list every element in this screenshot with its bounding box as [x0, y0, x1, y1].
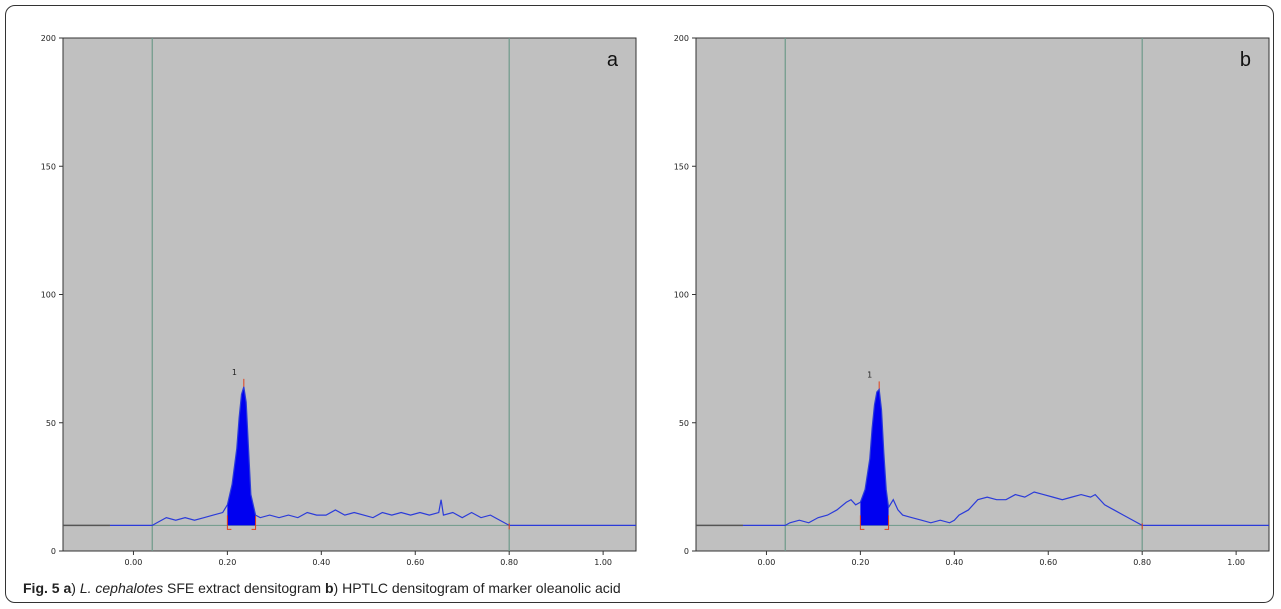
y-tick-label: 200 [674, 34, 689, 43]
y-tick-label: 0 [51, 547, 56, 556]
x-tick-label: 0.00 [758, 558, 776, 567]
caption-b-paren: ) [333, 580, 343, 596]
x-tick-label: 0.60 [406, 558, 424, 567]
caption-a-text: SFE extract densitogram [163, 580, 325, 596]
densitogram-trace [109, 386, 636, 526]
x-tick-label: 0.20 [218, 558, 236, 567]
peak-bound-marker [226, 515, 232, 530]
x-tick-label: 0.40 [945, 558, 963, 567]
y-tick-label: 50 [679, 419, 689, 428]
y-tick-label: 150 [674, 162, 689, 171]
densitogram-panel-a: 0 50 100 150 200 0.00 0.20 0.40 0.60 0.80 1.00 1 a [41, 34, 637, 567]
y-tick-label: 100 [41, 291, 56, 300]
peak-number-label: 1 [232, 368, 237, 377]
densitogram-trace [742, 388, 1269, 526]
figure-caption: Fig. 5 a) L. cephalotes SFE extract dens… [23, 580, 621, 596]
peak-number-label: 1 [867, 370, 872, 379]
x-tick-label: 0.80 [500, 558, 518, 567]
y-tick-label: 150 [41, 162, 56, 171]
x-tick-label: 0.00 [125, 558, 143, 567]
caption-b-letter: b [324, 580, 334, 596]
caption-fig-label: Fig. 5 [23, 580, 60, 596]
y-tick-label: 200 [41, 34, 56, 43]
caption-a-paren: ) [71, 580, 80, 596]
x-tick-label: 1.00 [594, 558, 612, 567]
plot-area [695, 37, 1270, 552]
panel-letter: b [1240, 49, 1251, 71]
y-tick-label: 50 [46, 419, 56, 428]
caption-b-text: HPTLC densitogram of marker oleanolic ac… [342, 580, 621, 596]
peak-area [860, 389, 889, 526]
x-tick-label: 1.00 [1227, 558, 1245, 567]
peak-bound-marker [884, 515, 890, 530]
y-tick-label: 0 [684, 547, 689, 556]
x-tick-label: 0.40 [312, 558, 330, 567]
plot-area [62, 37, 637, 552]
figure-frame: 0 50 100 150 200 0.00 0.20 0.40 0.60 0.80 1.00 1 a 0… [5, 5, 1274, 603]
caption-a-letter: a [63, 580, 72, 596]
caption-species: L. cephalotes [79, 580, 164, 596]
peak-bound-marker [859, 515, 865, 530]
x-tick-label: 0.20 [851, 558, 869, 567]
peak-area [227, 386, 256, 526]
x-tick-label: 0.80 [1133, 558, 1151, 567]
peak-bound-marker [251, 515, 257, 530]
y-tick-label: 100 [674, 291, 689, 300]
densitogram-panel-b: 0 50 100 150 200 0.00 0.20 0.40 0.60 0.80 1.00 1 b [674, 34, 1270, 567]
x-tick-label: 0.60 [1039, 558, 1057, 567]
panel-letter: a [607, 49, 619, 71]
